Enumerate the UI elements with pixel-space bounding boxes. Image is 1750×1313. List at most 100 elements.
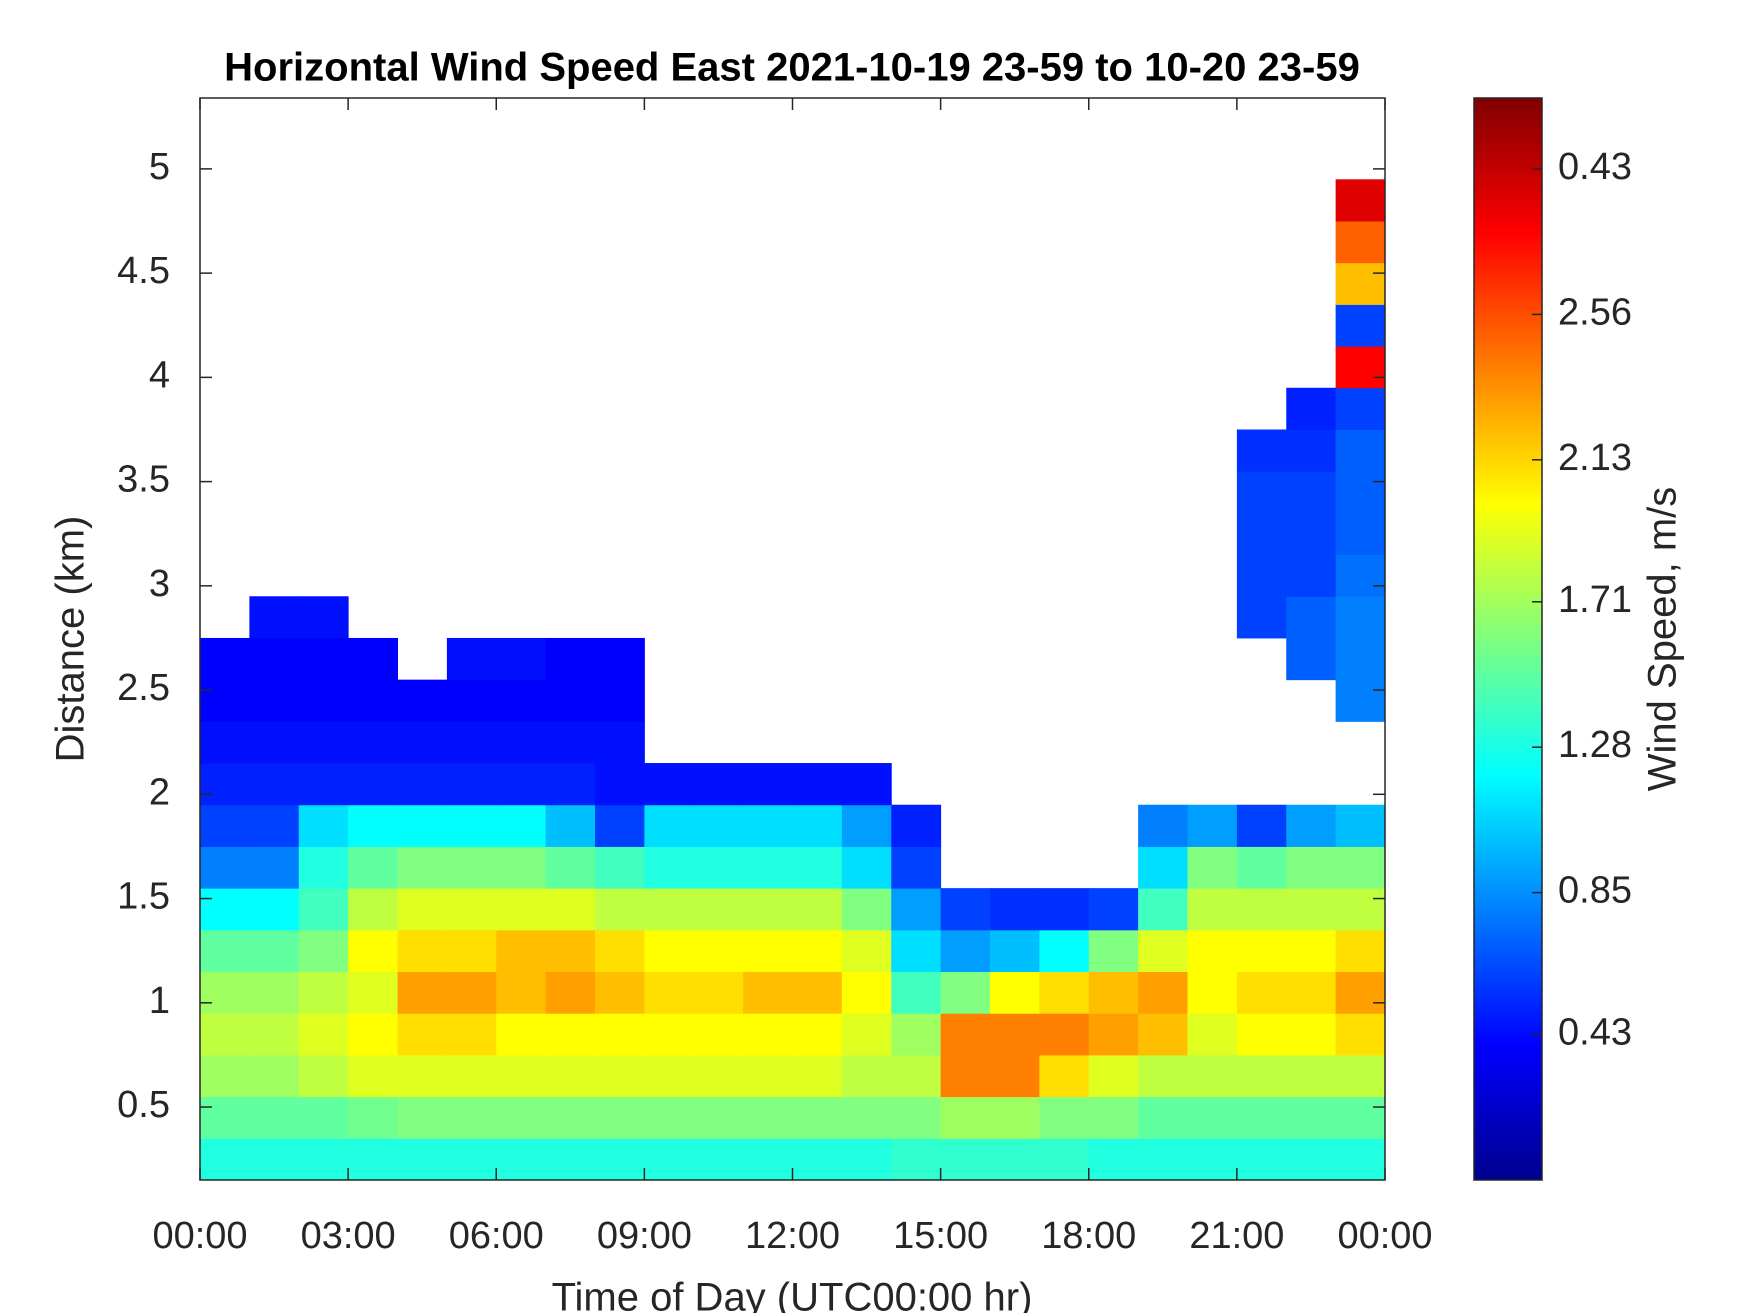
colorbar-tick-label: 0.43 — [1558, 1012, 1632, 1054]
heatmap-cell — [792, 763, 843, 806]
heatmap-cell — [1088, 1138, 1139, 1181]
heatmap-cell — [1236, 888, 1287, 931]
x-tick-label: 15:00 — [893, 1215, 988, 1257]
heatmap-cell — [1187, 846, 1238, 889]
x-tick-label: 00:00 — [152, 1215, 247, 1257]
heatmap-cell — [644, 1054, 695, 1098]
heatmap-cell — [249, 846, 300, 889]
heatmap-cell — [1236, 512, 1287, 556]
heatmap-cell — [1286, 554, 1337, 597]
heatmap-cell — [249, 596, 300, 639]
heatmap-cell — [545, 1013, 596, 1056]
heatmap-cell — [1236, 429, 1287, 472]
y-tick-label: 3.5 — [117, 459, 170, 501]
heatmap-cell — [348, 1138, 398, 1181]
heatmap-cell — [446, 971, 497, 1014]
heatmap-cell — [249, 888, 300, 931]
heatmap-cell — [891, 929, 942, 973]
heatmap-cell — [298, 804, 349, 847]
heatmap-cell — [200, 1054, 250, 1098]
heatmap-cell — [298, 971, 349, 1014]
heatmap-cell — [1138, 1096, 1188, 1139]
heatmap-cell — [1286, 387, 1337, 430]
heatmap-cell — [595, 721, 645, 764]
heatmap-cell — [891, 971, 942, 1014]
heatmap-cell — [1335, 888, 1386, 931]
heatmap-cell — [595, 971, 645, 1014]
heatmap-cell — [743, 971, 793, 1014]
heatmap-cell — [446, 1013, 497, 1056]
heatmap-cell — [891, 1013, 942, 1056]
heatmap-cell — [792, 1096, 843, 1139]
colorbar-tick-label: 0.43 — [1558, 146, 1632, 188]
y-tick-label: 2 — [149, 771, 170, 813]
heatmap-cell — [693, 1138, 744, 1181]
heatmap-cell — [545, 971, 596, 1014]
x-tick-label: 03:00 — [301, 1215, 396, 1257]
heatmap-cell — [841, 929, 892, 973]
heatmap-cell — [644, 1013, 695, 1056]
heatmap-cell — [743, 1096, 793, 1139]
heatmap-cell — [743, 888, 793, 931]
heatmap-cell — [545, 763, 596, 806]
heatmap-cell — [1286, 596, 1337, 639]
heatmap-cell — [298, 1096, 349, 1139]
heatmap-cell — [446, 1054, 497, 1098]
colorbar-tick-label: 2.56 — [1558, 291, 1632, 333]
heatmap-cell — [1138, 846, 1188, 889]
heatmap-cell — [545, 846, 596, 889]
heatmap-cell — [200, 971, 250, 1014]
heatmap-cell — [545, 637, 596, 681]
y-tick-label: 4.5 — [117, 250, 170, 292]
heatmap-cell — [940, 929, 991, 973]
heatmap-cell — [693, 763, 744, 806]
heatmap-cell — [1088, 1054, 1139, 1098]
heatmap-cell — [1187, 1096, 1238, 1139]
heatmap-cell — [891, 888, 942, 931]
heatmap-cell — [446, 1096, 497, 1139]
heatmap-cell — [644, 888, 695, 931]
heatmap-cell — [1286, 971, 1337, 1014]
heatmap-cells — [200, 179, 1386, 1181]
heatmap-cell — [1236, 596, 1287, 639]
heatmap-cell — [200, 888, 250, 931]
heatmap-cell — [200, 1096, 250, 1139]
heatmap-cell — [841, 846, 892, 889]
heatmap-cell — [891, 1096, 942, 1139]
heatmap-cell — [446, 763, 497, 806]
y-tick-label: 2.5 — [117, 667, 170, 709]
heatmap-cell — [644, 846, 695, 889]
y-tick-label: 3 — [149, 563, 170, 605]
heatmap-cell — [1236, 971, 1287, 1014]
heatmap-cell — [496, 721, 547, 764]
heatmap-cell — [1335, 304, 1386, 347]
heatmap-cell — [940, 1054, 991, 1098]
heatmap-cell — [249, 763, 300, 806]
x-tick-label: 06:00 — [449, 1215, 544, 1257]
heatmap-cell — [298, 846, 349, 889]
colorbar — [1473, 97, 1543, 1181]
heatmap-cell — [200, 763, 250, 806]
heatmap-cell — [298, 637, 349, 681]
heatmap-cell — [298, 679, 349, 722]
heatmap-cell — [693, 804, 744, 847]
heatmap-cell — [249, 1138, 300, 1181]
heatmap-cell — [446, 637, 497, 681]
heatmap-cell — [446, 679, 497, 722]
heatmap-cell — [841, 763, 892, 806]
heatmap-cell — [1088, 971, 1139, 1014]
heatmap-cell — [1236, 1138, 1287, 1181]
heatmap-cell — [348, 888, 398, 931]
heatmap-cell — [990, 929, 1040, 973]
heatmap-cell — [348, 679, 398, 722]
heatmap-cell — [644, 804, 695, 847]
colorbar-tick-label: 0.85 — [1558, 870, 1632, 912]
heatmap-cell — [792, 1138, 843, 1181]
heatmap-cell — [693, 1054, 744, 1098]
heatmap-cell — [1039, 1138, 1090, 1181]
heatmap-cell — [397, 1054, 448, 1098]
heatmap-cell — [891, 846, 942, 889]
heatmap-cell — [1335, 1096, 1386, 1139]
heatmap-cell — [1335, 512, 1386, 556]
heatmap-cell — [940, 1096, 991, 1139]
